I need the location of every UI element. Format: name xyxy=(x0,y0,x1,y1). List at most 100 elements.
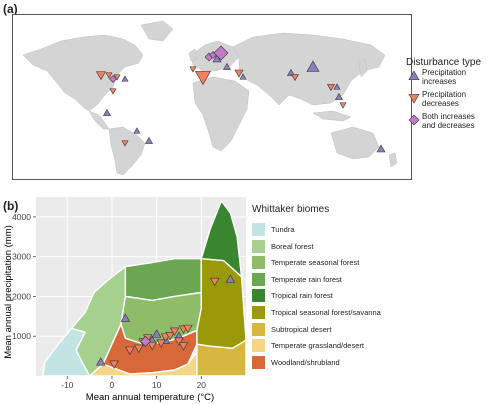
y-tick-label: 3000 xyxy=(12,252,31,262)
x-tick-label: 10 xyxy=(152,380,162,390)
biome-swatch xyxy=(252,339,265,353)
decrease-data-point xyxy=(156,339,166,348)
africa-landmass xyxy=(192,76,250,152)
legend-line: Precipitation xyxy=(422,90,467,99)
increase-map-marker xyxy=(222,62,232,70)
biome-tropical-rain-forest xyxy=(200,200,243,278)
biome-swatch xyxy=(252,289,265,303)
biome-swatch xyxy=(252,223,265,236)
biome-swatch xyxy=(252,306,265,319)
both-data-point xyxy=(140,335,151,347)
biome-label: Woodland/shrubland xyxy=(271,357,340,367)
indonesia-landmass xyxy=(312,110,352,122)
south-america-landmass xyxy=(108,126,146,176)
decrease-data-point xyxy=(183,324,193,334)
north-america-landmass xyxy=(22,34,144,112)
decrease-data-point xyxy=(169,327,180,336)
biome-label: Tropical seasonal forest/savanna xyxy=(271,308,381,317)
legend-line: increases xyxy=(422,77,457,86)
decrease-data-point xyxy=(165,331,175,341)
whittaker-chart: -10 0 10 20 1000 2000 3000 4000 Mean annual tem… xyxy=(3,197,247,403)
decrease-data-point xyxy=(174,337,184,346)
australia-landmass xyxy=(330,126,380,160)
x-tick-label: 0 xyxy=(110,380,115,390)
world-map-canvas xyxy=(22,20,398,176)
japan-landmass xyxy=(358,58,368,78)
decrease-map-marker xyxy=(105,72,113,79)
y-tick-label: 4000 xyxy=(12,212,31,222)
decrease-data-point xyxy=(178,342,189,351)
both-legend-symbol xyxy=(408,114,420,126)
decrease-legend-symbol xyxy=(408,93,420,104)
increase-map-marker xyxy=(306,60,320,72)
x-tick-label: 20 xyxy=(197,380,207,390)
legend-label-both: Both increases and decreases xyxy=(422,112,500,130)
decrease-data-point xyxy=(125,346,135,355)
data-points xyxy=(96,274,236,369)
decrease-map-marker xyxy=(194,71,212,86)
increase-map-marker xyxy=(333,83,341,90)
decrease-map-marker xyxy=(109,88,117,95)
both-map-marker xyxy=(213,45,229,61)
x-axis-label: Mean annual temperature (°C) xyxy=(86,392,214,403)
decrease-data-point xyxy=(210,277,220,287)
uk-landmass xyxy=(188,48,198,62)
decrease-map-marker xyxy=(95,71,107,81)
biome-label: Tundra xyxy=(271,225,295,234)
increase-data-point xyxy=(225,274,236,283)
increase-legend-symbol xyxy=(408,70,420,81)
world-map xyxy=(12,14,412,180)
y-tick-label: 1000 xyxy=(12,331,31,341)
decrease-map-marker xyxy=(189,66,197,73)
legend-line: decreases xyxy=(422,99,459,108)
increase-map-marker xyxy=(121,75,129,82)
legend-line: and decreases xyxy=(422,121,475,130)
legend-line: Precipitation xyxy=(422,68,467,77)
decrease-map-marker xyxy=(339,102,347,109)
decrease-map-marker xyxy=(326,84,336,92)
decrease-map-marker xyxy=(113,74,121,81)
increase-data-point xyxy=(96,357,106,366)
biome-label: Temperate seasonal forest xyxy=(271,258,360,268)
increase-map-marker xyxy=(334,92,344,100)
biome-legend-title: Whittaker biomes xyxy=(252,204,330,215)
biome-swatch xyxy=(252,239,265,253)
increase-data-point xyxy=(151,329,162,338)
biome-swatch xyxy=(252,272,265,286)
increase-map-marker xyxy=(239,73,247,80)
decrease-map-marker xyxy=(234,69,244,78)
biome-swatch xyxy=(252,322,265,336)
decrease-data-point xyxy=(147,341,157,351)
y-tick-label: 2000 xyxy=(12,291,31,301)
panel-b-label: (b) xyxy=(3,199,19,213)
increase-map-marker xyxy=(212,54,222,63)
legend-label-decrease: Precipitation decreases xyxy=(422,90,500,108)
both-map-marker xyxy=(109,75,117,83)
biome-label: Boreal forest xyxy=(271,241,314,251)
decrease-map-marker xyxy=(121,140,129,147)
biome-label: Tropical rain forest xyxy=(271,291,333,301)
disturbance-legend-title: Disturbance type xyxy=(406,57,482,68)
biome-label: Subtropical desert xyxy=(271,324,332,334)
increase-data-point xyxy=(120,313,131,322)
axis-ticks: -10 0 10 20 1000 2000 3000 4000 xyxy=(12,212,206,390)
biome-regions xyxy=(42,200,247,377)
biome-swatch xyxy=(252,355,265,369)
legend-label-increase: Precipitation increases xyxy=(422,68,500,86)
legend-line: Both increases xyxy=(422,112,475,121)
increase-map-marker xyxy=(133,127,141,134)
y-axis-label: Mean annual precipitation (mm) xyxy=(3,225,14,359)
greenland-landmass xyxy=(140,20,174,42)
decrease-map-marker xyxy=(290,74,300,82)
disturbance-markers xyxy=(95,45,386,153)
increase-map-marker xyxy=(102,108,112,116)
decrease-data-point xyxy=(134,344,144,353)
panel-a-label: (a) xyxy=(3,2,18,16)
biome-swatch xyxy=(252,256,265,270)
increase-map-marker xyxy=(144,136,154,144)
biome-label: Temperate grassland/desert xyxy=(271,341,364,351)
decrease-data-point xyxy=(109,360,119,369)
biome-label: Temperate rain forest xyxy=(271,274,342,284)
x-tick-label: -10 xyxy=(61,380,74,390)
increase-map-marker xyxy=(376,144,386,153)
